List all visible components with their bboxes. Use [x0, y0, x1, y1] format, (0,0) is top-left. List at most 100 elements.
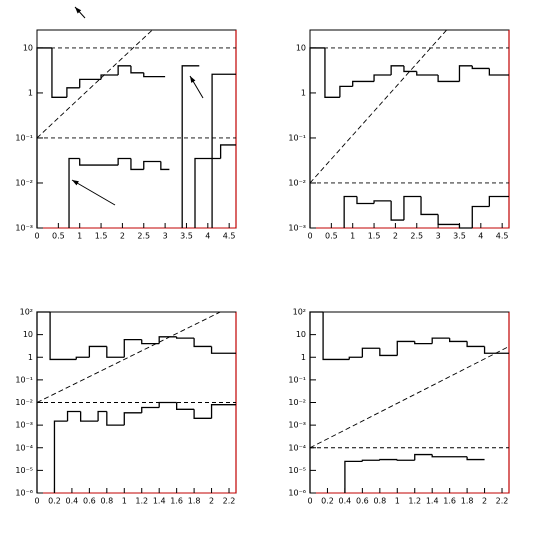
x-tick-label: 4.5 [223, 232, 236, 241]
arrow [71, 179, 116, 206]
histogram-bin [309, 47, 325, 228]
plot-frame [309, 311, 510, 494]
x-tick-label: 3.5 [453, 232, 466, 241]
y-tick-label: 10⁻² [288, 398, 306, 407]
histogram-bin [356, 196, 375, 205]
histogram-bin [130, 65, 144, 74]
histogram-bin [141, 406, 160, 413]
x-tick-label: 4 [205, 232, 210, 241]
y-tick-label: 1 [301, 353, 306, 362]
histogram-bin [36, 311, 51, 493]
histogram-bin [117, 65, 131, 76]
histogram-bin [437, 75, 460, 83]
histogram-bin [403, 65, 417, 73]
histogram-bin [488, 195, 509, 207]
histogram-bin [379, 348, 398, 357]
histogram-bin [143, 160, 161, 170]
histogram-bin [79, 158, 119, 166]
histogram-bin [175, 336, 195, 339]
x-tick-label: 1.6 [443, 497, 456, 506]
histogram-bin [373, 200, 392, 204]
histogram-bin [130, 158, 144, 171]
x-tick-label: 2 [393, 232, 398, 241]
x-tick-label: 2.2 [496, 497, 509, 506]
histogram-bin [448, 338, 468, 343]
histogram-bin [488, 68, 509, 76]
histogram-bin [193, 338, 212, 348]
x-tick-label: 2 [120, 232, 125, 241]
x-tick-label: 3.5 [180, 232, 193, 241]
y-tick-label: 10 [296, 330, 306, 339]
histogram-bin [344, 460, 363, 493]
histogram-bin [416, 71, 439, 76]
y-tick-label: 10 [23, 43, 33, 52]
x-tick-label: 1.4 [153, 497, 166, 506]
histogram-bin [390, 65, 404, 76]
arrow-head [72, 180, 79, 186]
histogram-bin [143, 72, 166, 78]
plot-frame [309, 29, 510, 229]
histogram-bin [458, 224, 473, 229]
histogram-bin [437, 214, 460, 226]
x-tick-label: 2.2 [223, 497, 236, 506]
y-tick-label: 10 [23, 330, 33, 339]
histogram-bin [309, 311, 324, 493]
histogram-bin [420, 196, 439, 216]
x-tick-label: 0.2 [321, 497, 334, 506]
x-tick-label: 0.5 [325, 232, 338, 241]
x-tick-label: 1.5 [95, 232, 108, 241]
histogram-bin [158, 401, 177, 408]
histogram-bin [175, 402, 195, 410]
y-tick-label: 10² [293, 308, 306, 317]
histogram-bin [193, 409, 212, 419]
histogram-bin [361, 347, 380, 358]
x-tick-label: 1 [122, 497, 127, 506]
y-tick-label: 10⁻³ [15, 421, 33, 430]
histogram-bin [51, 47, 67, 98]
x-tick-label: 0.4 [66, 497, 79, 506]
x-tick-label: 1 [350, 232, 355, 241]
histogram-bin [396, 459, 415, 461]
x-tick-label: 2 [209, 497, 214, 506]
y-tick-label: 1 [28, 353, 33, 362]
x-tick-label: 0.5 [52, 232, 65, 241]
histogram-bin [373, 74, 392, 82]
x-tick-label: 0.8 [373, 497, 386, 506]
y-tick-label: 10⁻⁴ [288, 443, 306, 452]
arrow-head [75, 7, 82, 14]
histogram-bin [483, 346, 509, 354]
histogram-bin [75, 356, 90, 360]
dashed-diagonal [309, 346, 510, 449]
histogram-bin [66, 410, 81, 422]
histogram-bin [361, 459, 380, 462]
y-tick-label: 1 [301, 88, 306, 97]
y-tick-label: 10⁻² [15, 178, 33, 187]
x-tick-label: 3 [436, 232, 441, 241]
x-tick-label: 1.8 [188, 497, 201, 506]
y-tick-label: 10⁻³ [288, 421, 306, 430]
y-tick-label: 10⁻⁶ [288, 489, 306, 498]
dashed-diagonal [309, 29, 447, 184]
y-tick-label: 10⁻³ [15, 224, 33, 233]
x-tick-label: 4.5 [496, 232, 509, 241]
histogram-bin [471, 65, 490, 70]
x-tick-label: 0.6 [83, 497, 96, 506]
histogram-bin [123, 338, 142, 358]
x-tick-label: 0.2 [48, 497, 61, 506]
y-tick-label: 10⁻⁶ [15, 489, 33, 498]
histogram-bin [458, 65, 473, 82]
y-tick-label: 1 [28, 88, 33, 97]
x-tick-label: 2.5 [137, 232, 150, 241]
x-tick-label: 3 [163, 232, 168, 241]
histogram-bin [322, 312, 350, 361]
histogram-bin [471, 205, 490, 228]
x-tick-label: 0.6 [356, 497, 369, 506]
x-tick-label: 1.2 [408, 497, 421, 506]
y-tick-label: 10⁻⁵ [288, 466, 306, 475]
histogram-bin [97, 410, 107, 422]
histogram-bin [181, 65, 200, 228]
histogram-bin [158, 336, 177, 344]
y-tick-label: 10⁻⁵ [15, 466, 33, 475]
histogram-bin [210, 404, 236, 419]
histogram-bin [106, 411, 125, 426]
